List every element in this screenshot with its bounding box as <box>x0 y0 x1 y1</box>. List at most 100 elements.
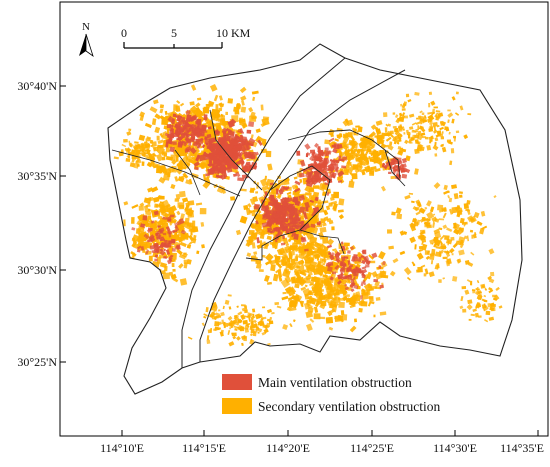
obstruction-patch <box>470 280 473 286</box>
obstruction-patch <box>472 289 476 294</box>
obstruction-patch <box>462 308 467 313</box>
obstruction-patch <box>271 311 275 315</box>
obstruction-patch <box>116 218 121 224</box>
obstruction-patch <box>239 215 248 224</box>
obstruction-patch <box>263 275 270 283</box>
obstruction-patch <box>321 280 327 284</box>
obstruction-patch <box>430 100 436 106</box>
obstruction-patch <box>305 192 312 196</box>
obstruction-patch <box>252 313 255 318</box>
obstruction-patch <box>337 209 344 213</box>
obstruction-patch <box>145 138 151 142</box>
obstruction-patch <box>233 325 239 329</box>
obstruction-patch <box>317 177 324 181</box>
obstruction-patch <box>379 284 384 289</box>
obstruction-patch <box>330 200 338 205</box>
obstruction-patch <box>309 318 315 323</box>
obstruction-patch <box>246 252 252 257</box>
obstruction-patch <box>468 318 472 321</box>
obstruction-patch <box>183 252 187 255</box>
obstruction-patch <box>326 238 335 246</box>
legend-label-secondary: Secondary ventilation obstruction <box>258 399 440 414</box>
obstruction-patch <box>176 248 183 256</box>
obstruction-patch <box>488 248 495 255</box>
obstruction-patch <box>379 138 383 143</box>
obstruction-patch <box>150 222 158 229</box>
obstruction-patch <box>136 265 145 274</box>
obstruction-patch <box>206 119 213 126</box>
obstruction-patch <box>450 148 455 154</box>
obstruction-patch <box>319 316 325 320</box>
obstruction-patch <box>240 95 247 102</box>
obstruction-patch <box>227 98 234 104</box>
obstruction-patch <box>142 215 148 221</box>
obstruction-patch <box>145 211 152 216</box>
obstruction-patch <box>409 113 415 118</box>
obstruction-patch <box>189 207 192 212</box>
obstruction-patch <box>449 247 455 254</box>
obstruction-patch <box>293 233 299 240</box>
obstruction-patch <box>253 319 257 324</box>
obstruction-patch <box>459 194 463 198</box>
obstruction-patch <box>401 173 408 179</box>
obstruction-patch <box>421 112 425 116</box>
obstruction-patch <box>178 151 185 157</box>
obstruction-patch <box>328 301 332 306</box>
obstruction-patch <box>131 204 139 209</box>
obstruction-patch <box>200 162 205 167</box>
obstruction-patch <box>394 114 399 119</box>
obstruction-patch <box>170 258 176 263</box>
obstruction-patch <box>433 182 441 189</box>
obstruction-patch <box>440 121 443 124</box>
obstruction-patch <box>151 118 157 126</box>
obstruction-patch <box>140 237 147 242</box>
obstruction-patch <box>262 306 266 309</box>
obstruction-patch <box>123 219 126 227</box>
obstruction-patch <box>442 277 446 280</box>
obstruction-patch <box>388 245 394 250</box>
obstruction-patch <box>426 224 432 229</box>
obstruction-patch <box>480 210 486 217</box>
obstruction-patch <box>461 286 467 290</box>
obstruction-patch <box>206 103 213 107</box>
obstruction-patch <box>360 143 363 148</box>
obstruction-patch <box>176 100 181 104</box>
obstruction-patch <box>290 299 298 305</box>
obstruction-patch <box>175 193 181 200</box>
obstruction-patch <box>274 255 281 260</box>
obstruction-patch <box>171 159 177 165</box>
obstruction-patch <box>249 333 253 337</box>
obstruction-patch <box>248 317 251 322</box>
obstruction-patch <box>426 200 432 207</box>
obstruction-patch <box>131 240 138 248</box>
obstruction-patch <box>265 259 273 266</box>
obstruction-patch <box>320 218 326 224</box>
obstruction-patch <box>251 90 259 95</box>
obstruction-patch <box>391 211 396 216</box>
obstruction-patch <box>123 138 128 143</box>
obstruction-patch <box>158 195 165 200</box>
obstruction-patch <box>414 134 420 139</box>
obstruction-patch <box>163 152 168 157</box>
obstruction-patch <box>163 248 166 252</box>
obstruction-patch <box>306 323 313 332</box>
obstruction-patch <box>342 156 348 161</box>
obstruction-patch <box>304 293 310 300</box>
lat-label-30-35: 30°35'N <box>17 169 57 183</box>
obstruction-patch <box>260 178 268 187</box>
obstruction-patch <box>159 201 164 205</box>
obstruction-patch <box>292 319 296 323</box>
obstruction-patch <box>418 115 422 120</box>
obstruction-patch <box>201 322 205 327</box>
obstruction-patch <box>162 130 168 136</box>
lon-label-114-15: 114°15'E <box>182 441 226 455</box>
obstruction-patch <box>276 188 279 195</box>
obstruction-patch <box>266 281 272 285</box>
obstruction-patch <box>175 128 179 132</box>
obstruction-patch <box>147 202 151 208</box>
obstruction-patch <box>439 126 444 131</box>
obstruction-patch <box>218 95 223 101</box>
obstruction-patch <box>351 173 358 180</box>
obstruction-patch <box>444 250 451 258</box>
obstruction-patch <box>141 161 145 166</box>
